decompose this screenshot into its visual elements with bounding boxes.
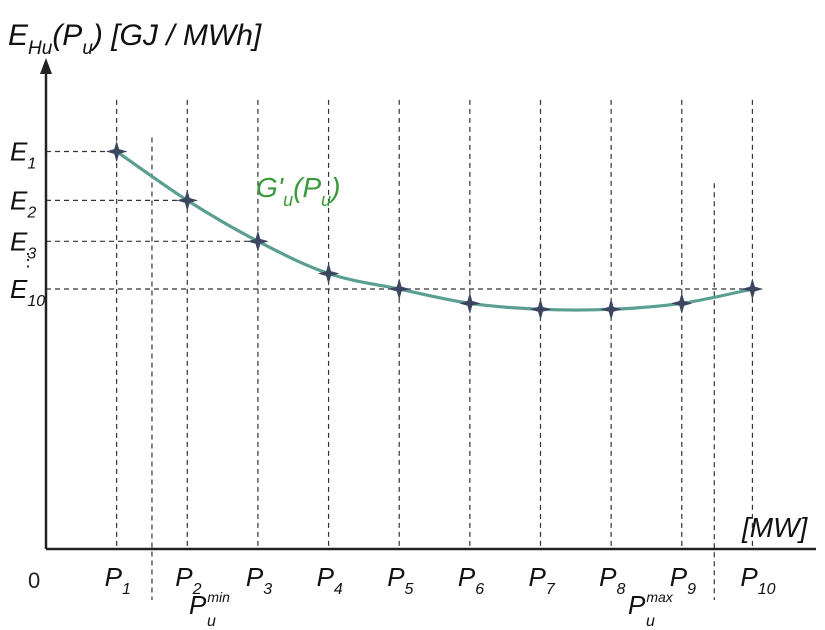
x-tick-p4: P4	[317, 562, 343, 598]
x-tick-p8: P8	[599, 562, 625, 598]
data-point-p1	[105, 140, 128, 163]
pmin-label: Pmin	[189, 589, 230, 620]
x-tick-p3: P3	[246, 562, 272, 598]
pmax-label: Pmax	[628, 589, 674, 620]
pmax-sub: u	[646, 613, 655, 630]
data-point-p9	[670, 292, 693, 315]
y-axis-arrow	[40, 58, 52, 74]
x-tick-p2: P2	[175, 562, 201, 598]
x-tick-p7: P7	[528, 562, 555, 598]
x-tick-p6: P6	[458, 562, 484, 598]
data-point-p6	[458, 292, 481, 315]
x-tick-p9: P9	[670, 562, 696, 598]
data-point-p3	[247, 230, 269, 253]
data-markers	[105, 140, 764, 321]
x-tick-p5: P5	[387, 562, 413, 598]
data-point-p4	[317, 262, 340, 285]
y-tick-e1: E1	[10, 137, 36, 173]
curve-label: G'u(Pu)	[256, 172, 340, 210]
data-point-p7	[529, 298, 552, 321]
pmin-sub: u	[207, 613, 216, 630]
y-tick-ellipsis: ⋮	[19, 250, 37, 270]
x-tick-p1: P1	[105, 562, 131, 598]
y-tick-e10: E10	[10, 274, 45, 310]
data-point-p8	[600, 298, 623, 321]
x-axis-title: [MW]	[741, 512, 809, 543]
y-tick-e3: E3	[10, 226, 36, 262]
data-point-p10	[741, 278, 764, 300]
origin-label: 0	[28, 568, 40, 593]
y-axis-title: EHu(Pu) [GJ / MWh]	[8, 19, 262, 59]
series-line	[115, 150, 753, 312]
x-tick-p10: P10	[740, 562, 775, 598]
y-tick-labels: E1 E2 E3 E10	[10, 137, 45, 311]
guide-lines	[46, 99, 754, 600]
data-point-p2	[176, 189, 199, 212]
data-point-p5	[388, 278, 411, 300]
y-tick-e2: E2	[10, 185, 36, 221]
x-tick-labels: P1 P2 P3 P4 P5 P6 P7 P8 P9 P10	[105, 562, 776, 598]
